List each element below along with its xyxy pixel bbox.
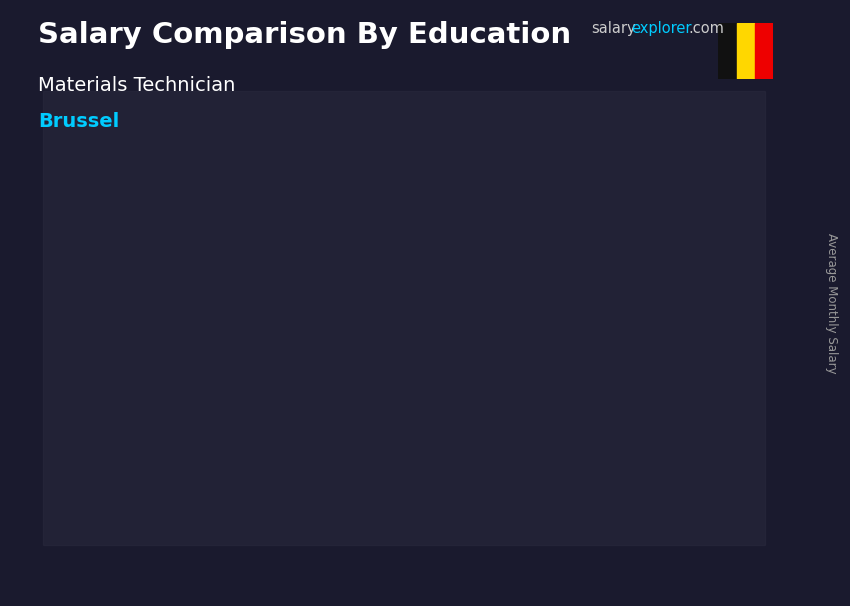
Bar: [124, 354, 210, 533]
Text: +40%: +40%: [254, 239, 331, 264]
Text: High School: High School: [116, 556, 218, 571]
Text: salary: salary: [591, 21, 635, 36]
Bar: [42, 91, 765, 545]
Text: Average Monthly Salary: Average Monthly Salary: [824, 233, 838, 373]
Polygon shape: [351, 267, 461, 283]
Polygon shape: [210, 338, 235, 533]
Text: Salary Comparison By Education: Salary Comparison By Education: [38, 21, 571, 49]
Bar: [737, 23, 755, 79]
Text: Bachelor's
Degree: Bachelor's Degree: [576, 556, 665, 589]
Text: .com: .com: [688, 21, 724, 36]
Polygon shape: [664, 162, 688, 533]
Text: explorer: explorer: [632, 21, 692, 36]
Text: Certificate or
Diploma: Certificate or Diploma: [337, 556, 450, 589]
Text: 6,270 EUR: 6,270 EUR: [590, 141, 675, 156]
Bar: [755, 23, 774, 79]
Text: 3,170 EUR: 3,170 EUR: [137, 316, 222, 331]
Text: Brussel: Brussel: [38, 112, 120, 131]
Polygon shape: [124, 338, 235, 354]
Bar: [718, 23, 737, 79]
Text: +42%: +42%: [481, 152, 558, 176]
Polygon shape: [437, 267, 461, 533]
Text: Materials Technician: Materials Technician: [38, 76, 235, 95]
Bar: [577, 179, 664, 533]
Polygon shape: [577, 162, 688, 179]
Text: 4,430 EUR: 4,430 EUR: [364, 245, 448, 260]
Bar: [351, 283, 437, 533]
